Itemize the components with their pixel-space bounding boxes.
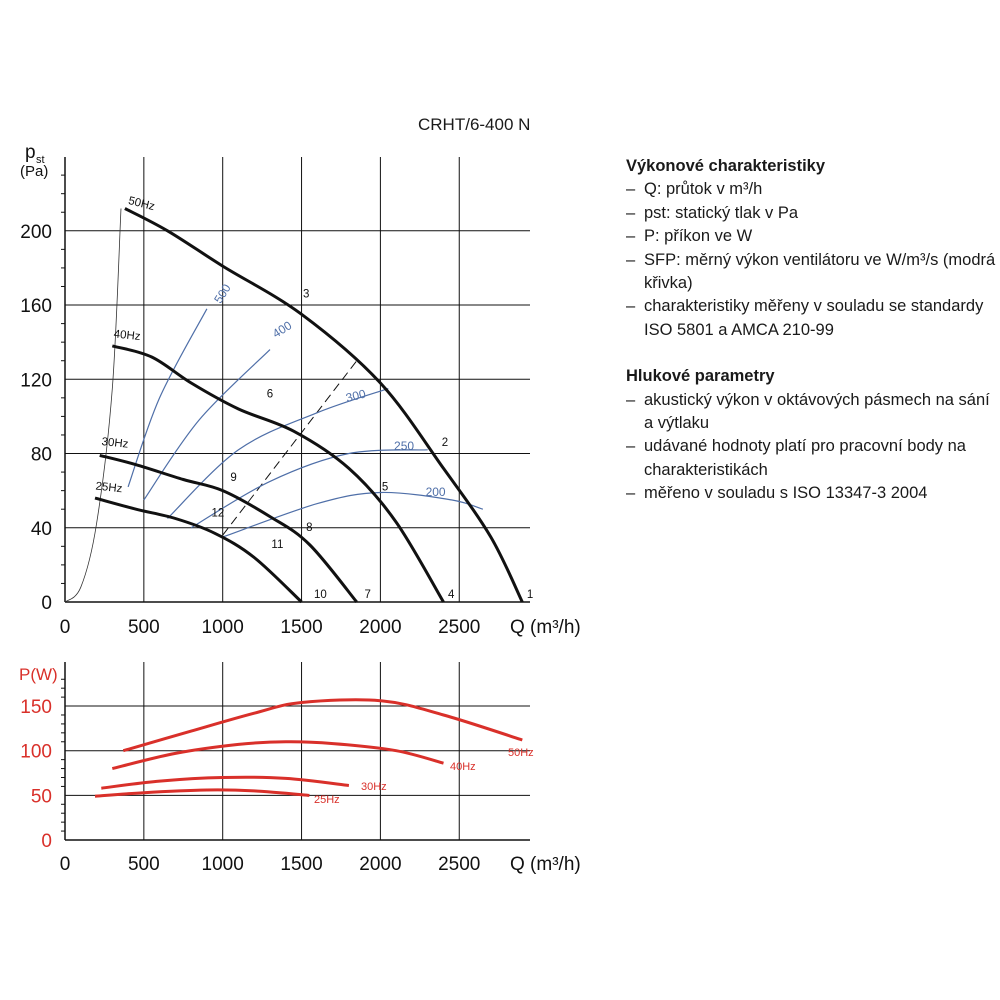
fan-label-30Hz: 30Hz (101, 436, 129, 451)
sfp-label-400: 400 (270, 318, 295, 341)
fan-curve-50Hz (124, 207, 524, 603)
performance-item: pst: statický tlak v Pa (626, 202, 996, 226)
power-label-40Hz: 40Hz (450, 761, 476, 773)
power-label-30Hz: 30Hz (361, 781, 387, 793)
noise-item: udávané hodnoty platí pro pracovní body … (626, 435, 996, 482)
operating-point-3: 3 (303, 288, 309, 300)
power-label-25Hz: 25Hz (314, 794, 340, 806)
noise-item: měřeno v souladu s ISO 13347-3 2004 (626, 482, 996, 506)
y-tick-label: 120 (20, 370, 52, 391)
power-label-50Hz: 50Hz (508, 747, 534, 759)
x-tick-label: 1500 (280, 617, 322, 638)
performance-heading: Výkonové charakteristiky (626, 157, 826, 175)
power-curve-40Hz (111, 740, 444, 771)
operating-point-2: 2 (442, 437, 448, 449)
x-tick-label: 2000 (359, 617, 401, 638)
x-tick-label: 500 (128, 617, 160, 638)
y-tick-label: 0 (41, 593, 52, 614)
model-title: CRHT/6-400 N (418, 115, 531, 134)
fan-curve-40Hz (111, 344, 445, 603)
power-curve-50Hz (122, 698, 523, 753)
performance-item: charakteristiky měřeny v souladu se stan… (626, 295, 996, 342)
system-curve (64, 208, 122, 603)
operating-point-7: 7 (364, 589, 370, 601)
power-x-tick-label: 2500 (438, 854, 480, 875)
noise-heading: Hlukové parametry (626, 367, 775, 386)
sfp-curve-400 (143, 349, 271, 501)
y-tick-label: 160 (20, 296, 52, 317)
operating-point-1: 1 (527, 589, 533, 601)
sfp-label-500: 500 (211, 281, 234, 306)
performance-section: Výkonové charakteristiky Q: průtok v m³/… (626, 155, 996, 342)
fan-curve-30Hz (99, 453, 358, 603)
power-x-tick-label: 500 (128, 854, 160, 875)
fan-curve-25Hz (94, 496, 303, 604)
power-y-tick-label: 50 (31, 786, 52, 807)
sfp-curve-200 (222, 491, 484, 538)
y-tick-label: 40 (31, 519, 52, 540)
noise-list: akustický výkon v oktávových pásmech na … (626, 389, 996, 506)
operating-point-9: 9 (230, 472, 236, 484)
operating-point-11: 11 (271, 539, 283, 551)
fan-label-40Hz: 40Hz (113, 328, 141, 343)
power-x-tick-label: 1000 (202, 854, 244, 875)
operating-point-12: 12 (212, 507, 225, 519)
sfp-label-200: 200 (426, 485, 446, 499)
x-tick-label: 2500 (438, 617, 480, 638)
noise-item: akustický výkon v oktávových pásmech na … (626, 389, 996, 436)
y-axis-label-subscript: st (36, 154, 45, 166)
power-y-tick-label: 150 (20, 697, 52, 718)
power-y-tick-label: 100 (20, 742, 52, 763)
sfp-label-300: 300 (344, 387, 367, 406)
performance-list: Q: průtok v m³/hpst: statický tlak v PaP… (626, 178, 996, 342)
power-x-tick-label: 0 (60, 854, 71, 875)
y-tick-label: 200 (20, 222, 52, 243)
sfp-curve-300 (167, 388, 389, 519)
power-x-tick-label: 1500 (280, 854, 322, 875)
x-axis-label: Q (m³/h) (510, 617, 581, 638)
operating-point-10: 10 (314, 589, 327, 601)
y-axis-label: p (25, 142, 36, 163)
operating-point-4: 4 (448, 589, 455, 601)
power-x-tick-label: 2000 (359, 854, 401, 875)
performance-item: SFP: měrný výkon ventilátoru ve W/m³/s (… (626, 249, 996, 296)
y-axis-unit: (Pa) (20, 163, 48, 180)
power-curve-30Hz (101, 775, 350, 790)
fan-label-25Hz: 25Hz (95, 481, 123, 496)
power-y-tick-label: 0 (41, 831, 52, 852)
y-tick-label: 80 (31, 445, 52, 466)
power-x-axis-label: Q (m³/h) (510, 854, 581, 875)
power-curve-25Hz (94, 788, 310, 798)
x-tick-label: 1000 (202, 617, 244, 638)
performance-item: P: příkon ve W (626, 225, 996, 249)
dashed-line (222, 360, 358, 536)
operating-point-6: 6 (267, 389, 273, 401)
power-y-axis-label: P(W) (19, 665, 58, 684)
x-tick-label: 0 (60, 617, 71, 638)
info-panel: Výkonové charakteristiky Q: průtok v m³/… (626, 155, 996, 506)
operating-point-8: 8 (306, 522, 312, 534)
sfp-curve-250 (190, 449, 428, 529)
noise-section: Hlukové parametry akustický výkon v oktá… (626, 365, 996, 506)
operating-point-5: 5 (382, 481, 388, 493)
sfp-label-250: 250 (394, 439, 414, 453)
performance-item: Q: průtok v m³/h (626, 178, 996, 202)
